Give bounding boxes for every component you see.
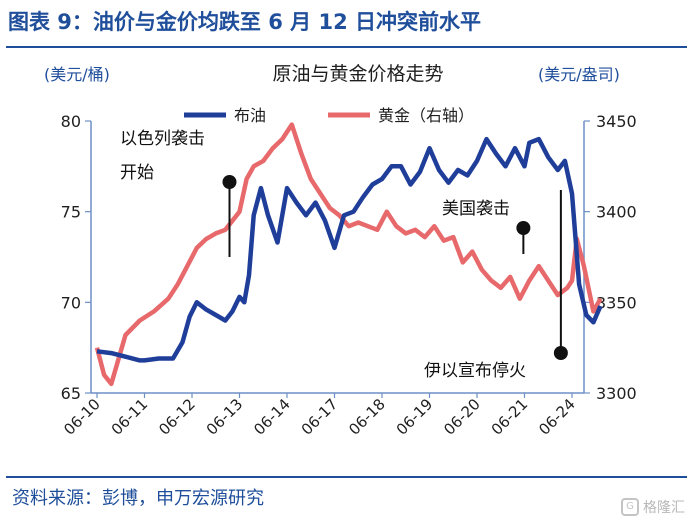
israel-strike-label-line2: 开始: [120, 163, 154, 183]
ceasefire-marker-dot: [553, 346, 568, 360]
chart-area: 原油与黄金价格走势 (美元/桶) (美元/盎司) 布油 黄金（右轴） 80 75 7…: [44, 63, 637, 439]
y-left-tick-label: 70: [61, 293, 81, 312]
y-right-tick-label: 3450: [596, 112, 637, 131]
israel-strike-label-line1: 以色列袭击: [120, 129, 205, 149]
x-tick-label: 06-18: [345, 395, 389, 439]
chart-title: 原油与黄金价格走势: [272, 63, 443, 85]
x-tick-label: 06-12: [155, 395, 199, 439]
y-left-unit: (美元/桶): [44, 65, 110, 84]
x-tick-label: 06-13: [203, 395, 247, 439]
y-right-tick-label: 3350: [596, 293, 637, 312]
us-strike-marker-dot: [516, 221, 531, 235]
gold-series: [94, 122, 603, 387]
x-tick-label: 06-24: [535, 395, 579, 439]
y-left-tick-label: 80: [61, 112, 81, 131]
x-tick-label: 06-11: [108, 395, 152, 439]
legend-gold-label: 黄金（右轴）: [378, 106, 474, 125]
y-right-unit: (美元/盎司): [538, 65, 620, 84]
oil-price-line: [96, 136, 603, 363]
y-right-tick-label: 3400: [596, 203, 637, 222]
x-tick-label: 06-21: [488, 395, 532, 439]
chart-figure-title: 图表 9：油价与金价均跌至 6 月 12 日冲突前水平: [8, 10, 482, 34]
watermark-logo-icon: G: [621, 498, 639, 516]
watermark: G 格隆汇: [621, 497, 685, 517]
us-strike-label: 美国袭击: [442, 199, 510, 219]
x-tick-label: 06-14: [250, 395, 294, 439]
header-divider: [6, 46, 687, 48]
footer-divider: [6, 476, 687, 478]
gold-price-line: [94, 122, 603, 387]
israel-strike-marker-dot: [222, 175, 237, 189]
watermark-text: 格隆汇: [643, 500, 685, 516]
legend: 布油 黄金（右轴）: [184, 106, 474, 125]
x-tick-label: 06-17: [298, 395, 342, 439]
legend-oil-label: 布油: [234, 106, 266, 125]
oil-series: [96, 136, 603, 363]
x-tick-label: 06-19: [393, 395, 437, 439]
source-note: 资料来源：彭博，申万宏源研究: [12, 488, 264, 509]
y-right-tick-label: 3300: [596, 384, 637, 403]
y-left-tick-label: 75: [61, 203, 81, 222]
x-tick-label: 06-20: [440, 395, 484, 439]
y-left-tick-label: 65: [61, 384, 81, 403]
ceasefire-label: 伊以宣布停火: [424, 361, 526, 381]
